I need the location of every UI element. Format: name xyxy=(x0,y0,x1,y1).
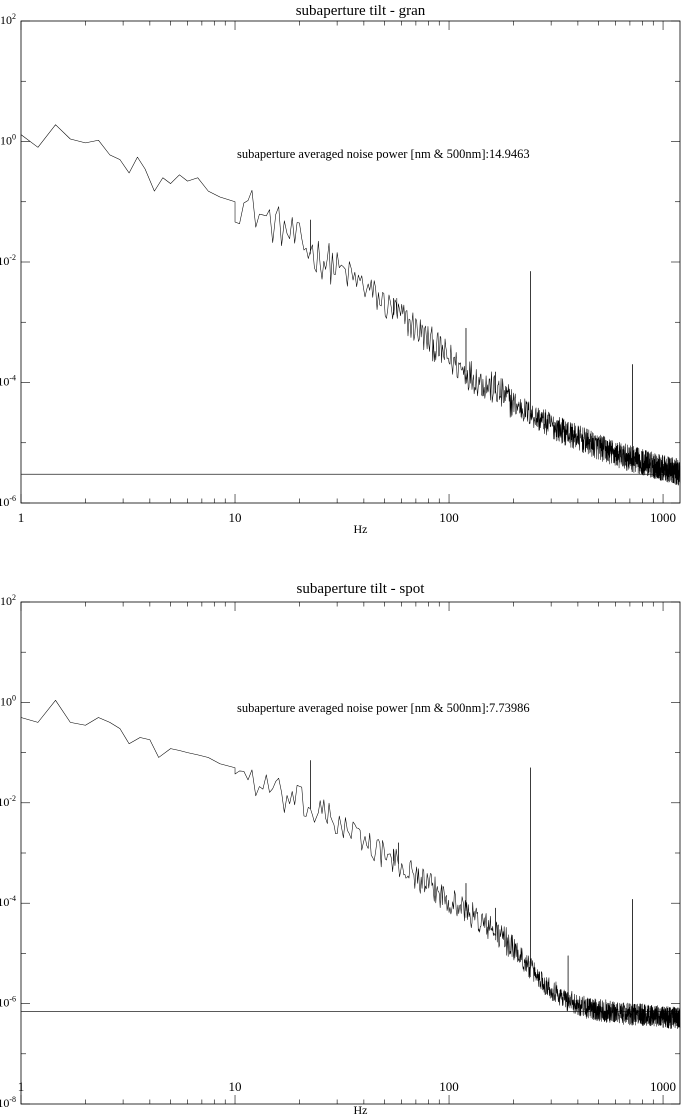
chart-panel-1: subaperture tilt - gran Hz 1 10 100 1000 102 10… xyxy=(0,3,681,536)
x-tick-label: 1 xyxy=(18,1079,25,1094)
y-tick-label: 100 xyxy=(0,133,16,148)
x-tick-label: 10 xyxy=(229,1079,242,1094)
y-tick-label: 10-2 xyxy=(0,253,16,268)
y-tick-label: 100 xyxy=(0,693,16,708)
chart-title: subaperture tilt - gran xyxy=(296,3,426,19)
x-tick-label: 100 xyxy=(439,510,459,525)
chart-title: subaperture tilt - spot xyxy=(297,581,426,597)
y-tick-label: 10-4 xyxy=(0,374,16,389)
y-tick-label: 102 xyxy=(0,12,16,27)
spectrum-trace xyxy=(20,124,681,486)
chart-panel-2: subaperture tilt - spot Hz 1 10 100 1000 102 10… xyxy=(0,581,681,1117)
y-tick-label: 10-2 xyxy=(0,794,16,809)
x-axis-label: Hz xyxy=(354,1103,368,1117)
x-axis-label: Hz xyxy=(354,522,368,536)
x-tick-label: 1000 xyxy=(650,510,676,525)
x-tick-label: 100 xyxy=(439,1079,459,1094)
y-tick-label: 10-6 xyxy=(0,494,16,509)
y-tick-label: 10-6 xyxy=(0,995,16,1010)
x-tick-label: 10 xyxy=(229,510,242,525)
y-tick-label: 10-4 xyxy=(0,894,16,909)
noise-power-annotation: subaperture averaged noise power [nm & 5… xyxy=(237,147,530,161)
plot-frame xyxy=(20,601,681,1105)
noise-power-annotation: subaperture averaged noise power [nm & 5… xyxy=(237,701,530,715)
x-tick-label: 1000 xyxy=(650,1079,676,1094)
spectrum-trace xyxy=(20,700,681,1030)
y-tick-label: 10-8 xyxy=(0,1095,16,1110)
x-tick-label: 1 xyxy=(18,510,25,525)
y-tick-label: 102 xyxy=(0,593,16,608)
plot-frame xyxy=(20,20,681,504)
